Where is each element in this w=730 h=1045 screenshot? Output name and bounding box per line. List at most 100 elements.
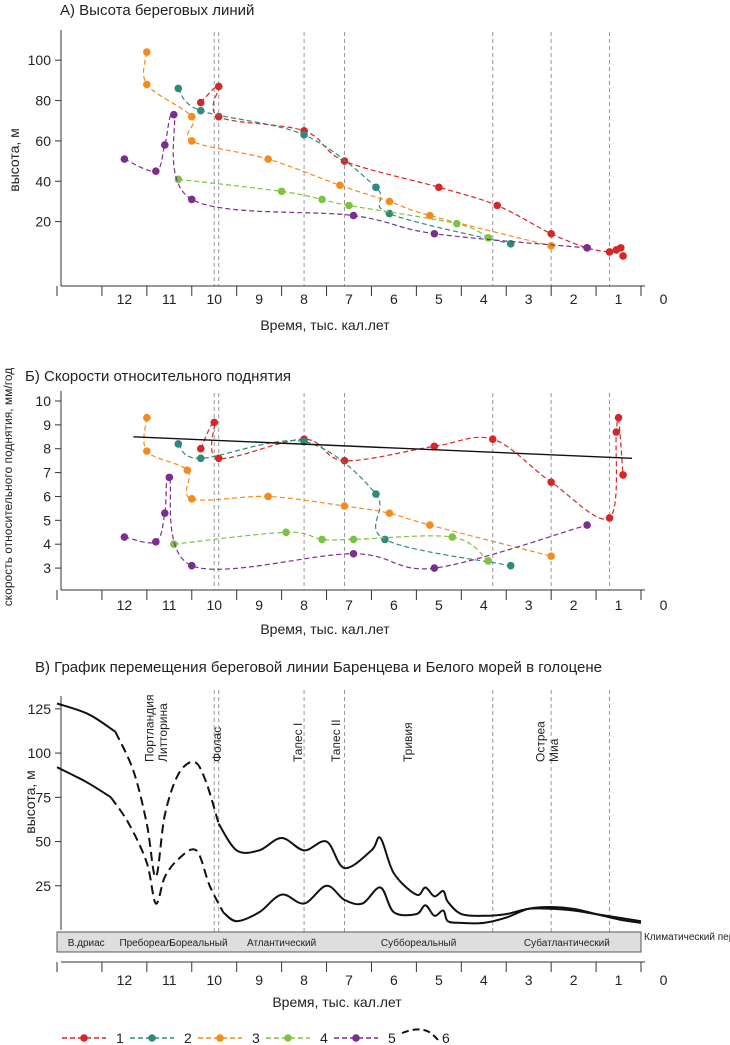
series-3-point	[187, 137, 196, 145]
series-3-point	[183, 466, 192, 475]
series-1-point	[547, 229, 555, 238]
series-2-point	[506, 561, 515, 570]
series-3-point	[187, 495, 196, 503]
panel-a-title: А) Высота береговых линий	[60, 2, 254, 19]
x-tick-label: 7	[345, 597, 353, 613]
series-5-point	[161, 509, 169, 517]
series-5-point	[187, 195, 196, 204]
x-tick-label: 4	[480, 972, 488, 988]
legend-label-3: 3	[252, 1030, 260, 1045]
y-tick-label: 8	[43, 441, 51, 457]
y-tick-label: 3	[43, 560, 51, 576]
series-5-line	[124, 112, 588, 249]
x-tick-label: 11	[162, 597, 177, 613]
panel-a-ylabel: высота, м	[6, 128, 22, 192]
series-4-point	[318, 535, 326, 544]
transgression-label: Остреа	[533, 721, 547, 762]
series-3-point	[385, 509, 394, 517]
panel-c-title: В) График перемещения береговой линии Ба…	[35, 659, 602, 676]
x-tick-label: 10	[206, 972, 222, 988]
x-tick-label: 12	[117, 972, 133, 988]
series-2-point	[174, 84, 183, 93]
x-tick-label: 4	[480, 291, 488, 307]
x-tick-label: 7	[345, 291, 353, 307]
y-tick-label: 100	[28, 52, 52, 68]
legend-marker-1	[80, 1034, 88, 1042]
x-tick-label: 8	[300, 597, 308, 613]
series-4-point	[318, 195, 326, 204]
series-1-point	[619, 471, 627, 479]
series-2-point	[381, 535, 389, 544]
x-tick-label: 12	[117, 291, 133, 307]
transgression-label: Тривия	[401, 722, 415, 762]
x-tick-label: 7	[345, 972, 353, 988]
y-tick-label: 125	[28, 701, 52, 717]
series-4-point	[349, 535, 358, 544]
x-tick-label: 8	[300, 972, 308, 988]
series-1-point	[340, 157, 349, 165]
series-4-line	[173, 531, 489, 562]
x-tick-label: 0	[660, 291, 668, 307]
legend-label-5: 5	[388, 1030, 396, 1045]
series-3-line	[142, 52, 552, 247]
series-3-point	[426, 521, 434, 529]
series-1-point	[614, 413, 623, 422]
y-tick-label: 9	[43, 417, 51, 433]
x-tick-label: 1	[615, 972, 623, 988]
series-5-point	[161, 141, 169, 149]
x-tick-label: 9	[255, 972, 263, 988]
series-4-point	[277, 187, 286, 196]
series-3-point	[143, 80, 151, 89]
series-2-point	[372, 183, 380, 192]
y-tick-label: 5	[43, 512, 51, 528]
panel-a-xlabel: Время, тыс. кал.лет	[260, 317, 390, 333]
panel-c-xlabel: Время, тыс. кал.лет	[272, 994, 402, 1010]
series-2-point	[174, 440, 183, 448]
y-tick-label: 6	[43, 488, 51, 504]
series-1-point	[340, 456, 349, 465]
series-5-point	[430, 564, 439, 572]
legend-marker-4	[284, 1034, 292, 1042]
series-5-point	[187, 561, 196, 570]
series-3-point	[340, 502, 349, 510]
series-2-point	[385, 209, 394, 218]
x-tick-label: 9	[255, 597, 263, 613]
series-3-point	[547, 242, 555, 250]
y-tick-label: 100	[28, 745, 52, 761]
series-2-point	[372, 490, 380, 498]
series-4-point	[448, 533, 457, 541]
series-1-point	[196, 444, 205, 453]
x-tick-label: 4	[480, 597, 488, 613]
legend-label-4: 4	[320, 1030, 328, 1045]
y-tick-label: 60	[35, 133, 51, 149]
legend: 1 2 3 4 5 6	[62, 1028, 450, 1045]
climatic-period-name: Преборeал.	[119, 937, 174, 949]
transgression-label: Портландия	[143, 695, 157, 762]
series-1-point	[493, 201, 502, 210]
y-tick-label: 4	[43, 536, 51, 552]
climatic-period-name: Суббореальный	[381, 937, 456, 949]
panel-c-barents-white-sea-shoreline: В) График перемещения береговой линии Ба…	[22, 659, 730, 1010]
series-1-point	[488, 435, 497, 443]
transgression-label: Тапес II	[329, 719, 343, 762]
series-5-point	[152, 538, 160, 546]
panel-b-xlabel: Время, тыс. кал.лет	[260, 621, 390, 637]
series-3-point	[143, 413, 151, 422]
series-5-point	[349, 211, 358, 220]
series-5-point	[170, 110, 178, 119]
series-2-point	[196, 106, 205, 115]
y-tick-label: 20	[35, 214, 51, 230]
series-1-point	[605, 248, 614, 256]
series-1-point	[214, 82, 223, 91]
x-tick-label: 11	[162, 972, 177, 988]
series-4-point	[345, 201, 353, 210]
x-tick-label: 8	[300, 291, 308, 307]
panel-a-shoreline-heights: А) Высота береговых линий Время, тыс. ка…	[6, 2, 668, 333]
legend-marker-2	[148, 1034, 156, 1042]
panel-c-ylabel: высота, м	[22, 770, 38, 834]
lower-curve-solid-late	[222, 884, 642, 925]
series-4-point	[484, 233, 493, 242]
series-3-point	[264, 492, 272, 501]
y-tick-label: 80	[35, 93, 51, 109]
